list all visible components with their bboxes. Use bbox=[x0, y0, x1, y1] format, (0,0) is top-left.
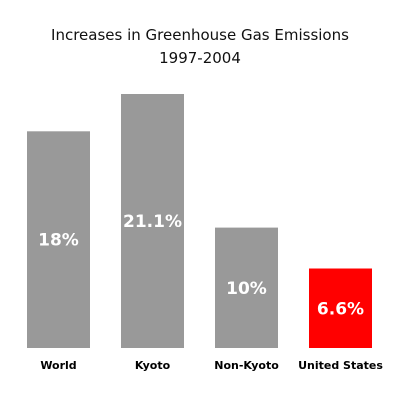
value-label: 10% bbox=[226, 279, 267, 299]
bar-world bbox=[27, 131, 90, 348]
bar-kyoto bbox=[121, 94, 184, 348]
bar-united-states bbox=[309, 268, 372, 348]
bars-group: 18% World 21.1% Kyoto 10% Non-Kyoto 6.6% United… bbox=[27, 94, 383, 372]
value-label: 6.6% bbox=[317, 299, 364, 319]
category-label: United States bbox=[298, 359, 383, 372]
chart-subtitle: 1997-2004 bbox=[159, 49, 241, 67]
bar-non-kyoto bbox=[215, 227, 278, 348]
category-label: World bbox=[40, 359, 76, 372]
category-label: Non-Kyoto bbox=[214, 359, 279, 372]
value-label: 18% bbox=[38, 231, 79, 251]
category-label: Kyoto bbox=[135, 359, 171, 372]
value-label: 21.1% bbox=[123, 212, 182, 232]
chart-title: Increases in Greenhouse Gas Emissions bbox=[51, 26, 349, 44]
